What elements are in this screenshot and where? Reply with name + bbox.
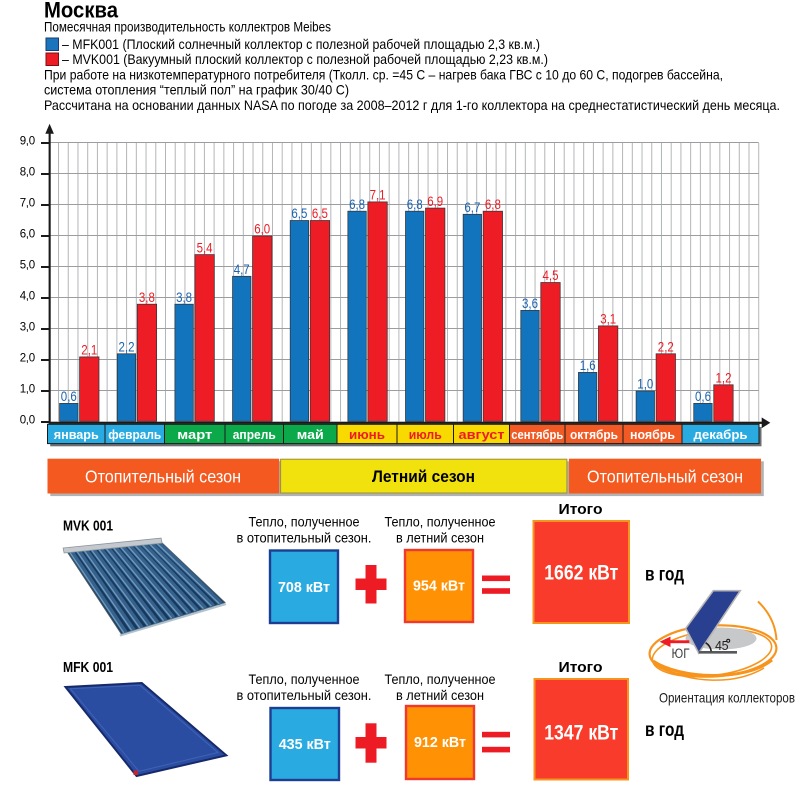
svg-text:При работе на низкотемпературн: При работе на низкотемпературного потреб… xyxy=(44,67,723,83)
svg-text:в год: в год xyxy=(645,565,684,586)
svg-text:Тепло, полученное: Тепло, полученное xyxy=(385,513,496,529)
svg-text:7,1: 7,1 xyxy=(370,188,386,203)
svg-text:4,7: 4,7 xyxy=(234,262,250,277)
svg-text:2,2: 2,2 xyxy=(119,340,135,355)
svg-text:5,4: 5,4 xyxy=(197,240,213,255)
svg-text:ноябрь: ноябрь xyxy=(630,427,675,442)
svg-text:декабрь: декабрь xyxy=(694,427,748,442)
svg-text:октябрь: октябрь xyxy=(570,427,618,442)
svg-text:в летний сезон: в летний сезон xyxy=(396,687,484,703)
svg-text:6,8: 6,8 xyxy=(407,197,423,212)
svg-text:в летний сезон: в летний сезон xyxy=(396,529,484,545)
svg-text:Тепло, полученное: Тепло, полученное xyxy=(385,671,496,687)
svg-text:8,0: 8,0 xyxy=(20,167,35,179)
svg-text:Отопительный сезон: Отопительный сезон xyxy=(587,466,743,486)
svg-text:6,0: 6,0 xyxy=(254,222,270,237)
svg-text:Отопительный сезон: Отопительный сезон xyxy=(85,466,241,486)
svg-text:Летний сезон: Летний сезон xyxy=(372,467,475,486)
svg-text:– MFK001 (Плоский солнечный ко: – MFK001 (Плоский солнечный коллектор с … xyxy=(62,36,540,52)
svg-text:в год: в год xyxy=(645,720,684,741)
svg-text:7,0: 7,0 xyxy=(20,198,35,210)
svg-text:6,8: 6,8 xyxy=(485,197,501,212)
svg-text:август: август xyxy=(459,427,505,442)
svg-text:435 кВт: 435 кВт xyxy=(279,737,331,753)
svg-text:Рассчитана на основании данных: Рассчитана на основании данных NASA по п… xyxy=(44,97,780,113)
svg-text:1,6: 1,6 xyxy=(580,358,596,373)
svg-text:1,0: 1,0 xyxy=(637,377,653,392)
svg-text:сентябрь: сентябрь xyxy=(511,427,563,442)
svg-text:4,5: 4,5 xyxy=(543,268,559,283)
svg-text:1,2: 1,2 xyxy=(716,371,732,386)
svg-text:954 кВт: 954 кВт xyxy=(413,579,465,595)
svg-text:1,0: 1,0 xyxy=(20,384,35,396)
svg-text:0,6: 0,6 xyxy=(61,389,77,404)
svg-text:Тепло, полученное: Тепло, полученное xyxy=(249,513,360,529)
svg-text:3,6: 3,6 xyxy=(522,296,538,311)
svg-text:3,1: 3,1 xyxy=(600,312,616,327)
svg-text:март: март xyxy=(177,427,212,442)
svg-text:июль: июль xyxy=(409,427,442,442)
svg-text:Итого: Итого xyxy=(559,660,603,676)
svg-text:Итого: Итого xyxy=(559,502,603,518)
svg-text:1347 кВт: 1347 кВт xyxy=(544,722,618,745)
svg-text:3,0: 3,0 xyxy=(20,322,35,334)
svg-text:ЮГ: ЮГ xyxy=(672,646,691,661)
svg-text:6,7: 6,7 xyxy=(464,200,480,215)
svg-text:3,8: 3,8 xyxy=(176,290,192,305)
svg-text:июнь: июнь xyxy=(349,427,385,442)
svg-text:912 кВт: 912 кВт xyxy=(414,735,466,751)
svg-text:708 кВт: 708 кВт xyxy=(278,580,330,596)
svg-text:февраль: февраль xyxy=(108,427,161,442)
svg-text:4,0: 4,0 xyxy=(20,291,35,303)
svg-text:Москва: Москва xyxy=(44,0,119,23)
svg-text:– MVK001 (Вакуумный плоский ко: – MVK001 (Вакуумный плоский коллектор с … xyxy=(62,51,548,67)
svg-text:в отопительный сезон.: в отопительный сезон. xyxy=(237,687,372,703)
svg-text:май: май xyxy=(297,427,324,442)
svg-text:2,1: 2,1 xyxy=(81,343,97,358)
svg-text:6,8: 6,8 xyxy=(349,197,365,212)
svg-text:система отопления “теплый пол”: система отопления “теплый пол” на график… xyxy=(44,82,349,98)
svg-text:Тепло, полученное: Тепло, полученное xyxy=(249,671,360,687)
svg-text:в отопительный сезон.: в отопительный сезон. xyxy=(237,529,372,545)
svg-text:Помесячная производительность: Помесячная производительность коллектров… xyxy=(44,19,331,35)
svg-text:0,0: 0,0 xyxy=(20,415,35,427)
svg-text:Ориентация коллекторов: Ориентация коллекторов xyxy=(659,690,795,706)
svg-text:5,0: 5,0 xyxy=(20,260,35,272)
svg-text:45: 45 xyxy=(715,639,729,653)
svg-text:1662 кВт: 1662 кВт xyxy=(544,562,618,585)
svg-text:6,5: 6,5 xyxy=(312,206,328,221)
svg-text:2,0: 2,0 xyxy=(20,353,35,365)
svg-text:апрель: апрель xyxy=(233,427,276,442)
svg-text:3,8: 3,8 xyxy=(139,290,155,305)
svg-text:MFK 001: MFK 001 xyxy=(63,659,113,676)
svg-text:6,9: 6,9 xyxy=(427,194,443,209)
svg-text:январь: январь xyxy=(54,427,99,442)
svg-text:0,6: 0,6 xyxy=(695,389,711,404)
svg-text:6,0: 6,0 xyxy=(20,229,35,241)
svg-text:6,5: 6,5 xyxy=(291,206,307,221)
svg-text:MVK 001: MVK 001 xyxy=(63,518,113,535)
svg-text:2,2: 2,2 xyxy=(658,340,674,355)
svg-text:9,0: 9,0 xyxy=(20,136,35,148)
